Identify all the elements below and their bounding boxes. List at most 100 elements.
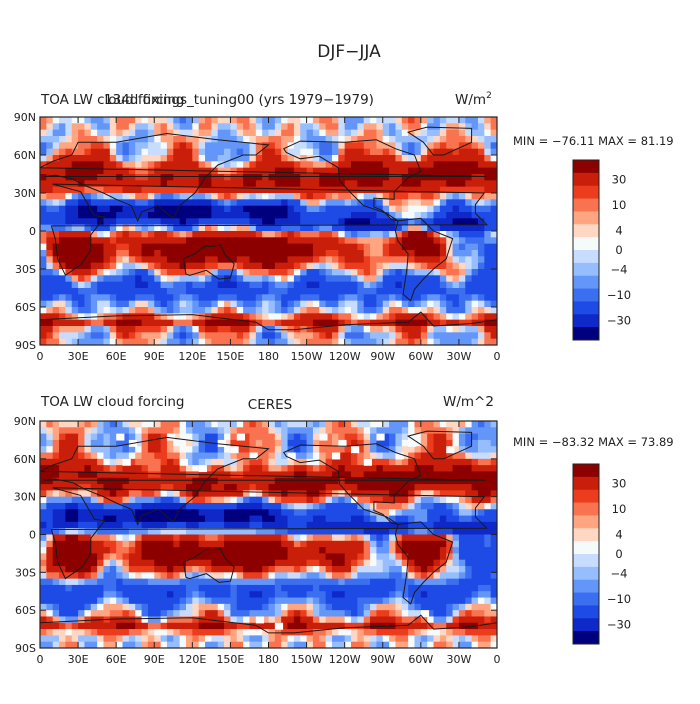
heatmap-cell bbox=[275, 453, 282, 460]
heatmap-cell bbox=[478, 161, 485, 168]
heatmap-cell bbox=[313, 427, 320, 434]
heatmap-cell bbox=[345, 579, 352, 586]
heatmap-cell bbox=[110, 478, 117, 485]
heatmap-cell bbox=[300, 553, 307, 560]
heatmap-cell bbox=[408, 446, 415, 453]
heatmap-cell bbox=[414, 560, 421, 567]
heatmap-cell bbox=[97, 155, 104, 162]
heatmap-cell bbox=[249, 199, 256, 206]
heatmap-cell bbox=[275, 516, 282, 523]
heatmap-cell bbox=[186, 522, 193, 529]
heatmap-cell bbox=[84, 522, 91, 529]
heatmap-cell bbox=[199, 123, 206, 130]
heatmap-cell bbox=[307, 332, 314, 339]
heatmap-cell bbox=[427, 516, 434, 523]
heatmap-cell bbox=[192, 332, 199, 339]
heatmap-cell bbox=[408, 610, 415, 617]
heatmap-cell bbox=[97, 294, 104, 301]
heatmap-cell bbox=[402, 509, 409, 516]
heatmap-cell bbox=[53, 288, 60, 295]
heatmap-cell bbox=[180, 123, 187, 130]
heatmap-cell bbox=[46, 320, 53, 327]
heatmap-cell bbox=[205, 130, 212, 137]
heatmap-cell bbox=[72, 604, 79, 611]
heatmap-cell bbox=[173, 288, 180, 295]
heatmap-cell bbox=[434, 244, 441, 251]
heatmap-cell bbox=[78, 572, 85, 579]
heatmap-cell bbox=[262, 199, 269, 206]
heatmap-cell bbox=[434, 288, 441, 295]
heatmap-cell bbox=[319, 294, 326, 301]
heatmap-cell bbox=[65, 136, 72, 143]
heatmap-cell bbox=[249, 547, 256, 554]
heatmap-cell bbox=[211, 585, 218, 592]
heatmap-cell bbox=[351, 459, 358, 466]
heatmap-cell bbox=[142, 610, 149, 617]
heatmap-cell bbox=[243, 421, 250, 428]
heatmap-cell bbox=[243, 250, 250, 257]
heatmap-cell bbox=[199, 610, 206, 617]
heatmap-cell bbox=[148, 566, 155, 573]
heatmap-cell bbox=[408, 161, 415, 168]
heatmap-cell bbox=[224, 193, 231, 200]
heatmap-cell bbox=[395, 579, 402, 586]
heatmap-cell bbox=[351, 503, 358, 510]
heatmap-cell bbox=[110, 459, 117, 466]
heatmap-cell bbox=[205, 250, 212, 257]
heatmap-cell bbox=[383, 604, 390, 611]
heatmap-cell bbox=[167, 199, 174, 206]
heatmap-cell bbox=[364, 301, 371, 308]
heatmap-cell bbox=[332, 598, 339, 605]
heatmap-cell bbox=[459, 528, 466, 535]
heatmap-cell bbox=[414, 528, 421, 535]
heatmap-cell bbox=[440, 123, 447, 130]
heatmap-cell bbox=[154, 503, 161, 510]
heatmap-cell bbox=[84, 446, 91, 453]
heatmap-cell bbox=[192, 503, 199, 510]
heatmap-cell bbox=[478, 560, 485, 567]
heatmap-cell bbox=[414, 294, 421, 301]
heatmap-cell bbox=[421, 149, 428, 156]
heatmap-cell bbox=[269, 212, 276, 219]
heatmap-cell bbox=[269, 522, 276, 529]
heatmap-cell bbox=[370, 250, 377, 257]
heatmap-cell bbox=[351, 610, 358, 617]
heatmap-cell bbox=[129, 446, 136, 453]
heatmap-cell bbox=[224, 503, 231, 510]
x-tick-label: 120E bbox=[178, 350, 206, 363]
heatmap-cell bbox=[465, 212, 472, 219]
heatmap-cell bbox=[224, 585, 231, 592]
heatmap-cell bbox=[332, 560, 339, 567]
heatmap-cell bbox=[142, 193, 149, 200]
heatmap-cell bbox=[249, 497, 256, 504]
heatmap-cell bbox=[484, 123, 491, 130]
heatmap-cell bbox=[167, 553, 174, 560]
heatmap-cell bbox=[218, 535, 225, 542]
heatmap-cell bbox=[300, 604, 307, 611]
heatmap-cell bbox=[465, 465, 472, 472]
heatmap-cell bbox=[123, 535, 130, 542]
heatmap-cell bbox=[421, 471, 428, 478]
heatmap-cell bbox=[326, 282, 333, 289]
heatmap-cell bbox=[110, 604, 117, 611]
heatmap-cell bbox=[53, 136, 60, 143]
heatmap-cell bbox=[53, 161, 60, 168]
heatmap-cell bbox=[224, 231, 231, 238]
heatmap-cell bbox=[123, 616, 130, 623]
heatmap-cell bbox=[91, 180, 98, 187]
heatmap-cell bbox=[326, 237, 333, 244]
heatmap-cell bbox=[440, 434, 447, 441]
heatmap-cell bbox=[300, 478, 307, 485]
heatmap-cell bbox=[91, 244, 98, 251]
heatmap-cell bbox=[186, 187, 193, 194]
heatmap-cell bbox=[129, 168, 136, 175]
heatmap-cell bbox=[307, 294, 314, 301]
heatmap-cell bbox=[142, 218, 149, 225]
heatmap-cell bbox=[294, 560, 301, 567]
heatmap-cell bbox=[186, 155, 193, 162]
heatmap-cell bbox=[319, 560, 326, 567]
heatmap-cell bbox=[446, 307, 453, 314]
heatmap-cell bbox=[300, 218, 307, 225]
heatmap-cell bbox=[123, 320, 130, 327]
heatmap-cell bbox=[307, 560, 314, 567]
